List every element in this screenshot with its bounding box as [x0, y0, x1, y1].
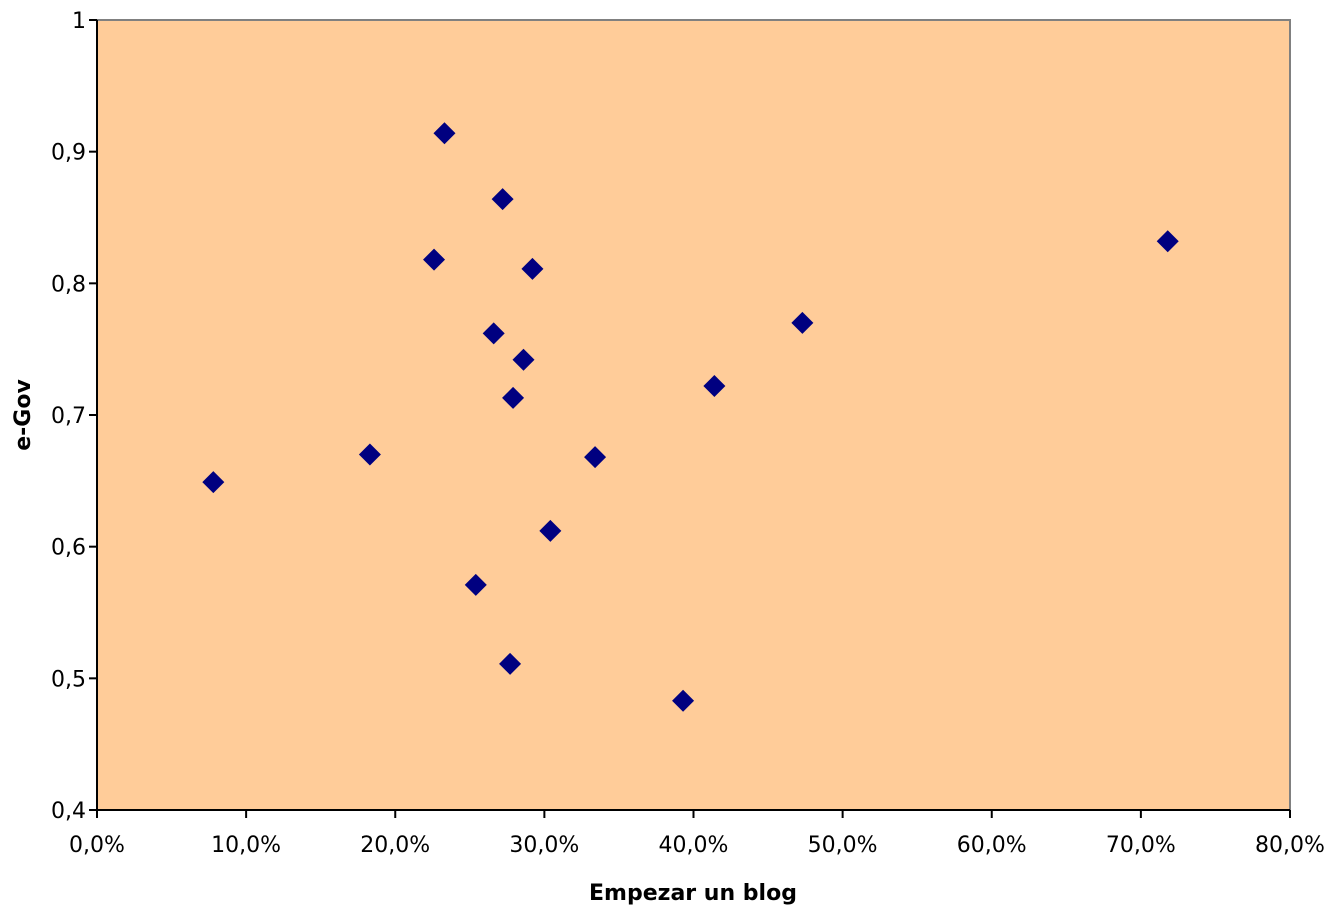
- x-tick-label: 0,0%: [69, 833, 125, 858]
- y-axis-title: e-Gov: [11, 379, 36, 451]
- plot-area: [96, 19, 1291, 811]
- data-point: [502, 386, 525, 409]
- data-point: [482, 322, 505, 345]
- x-tick-label: 70,0%: [1106, 833, 1176, 858]
- data-point: [791, 311, 814, 334]
- x-tick-label: 20,0%: [360, 833, 430, 858]
- y-tick-label: 0,4: [51, 799, 86, 824]
- data-point: [499, 652, 522, 675]
- x-axis-title: Empezar un blog: [589, 881, 797, 906]
- x-tick-label: 40,0%: [659, 833, 729, 858]
- data-point: [584, 446, 607, 469]
- x-tick-label: 50,0%: [808, 833, 878, 858]
- data-point: [433, 122, 456, 145]
- x-ticks: 0,0% 10,0% 20,0% 30,0% 40,0% 50,0% 60,0% 70,0% 8…: [69, 810, 1325, 858]
- data-point: [423, 248, 446, 271]
- data-point: [464, 573, 487, 596]
- data-point: [521, 257, 544, 280]
- x-tick-label: 60,0%: [957, 833, 1027, 858]
- data-point: [1156, 230, 1179, 253]
- y-tick-label: 0,7: [51, 404, 86, 429]
- points-layer: [202, 122, 1179, 712]
- y-tick-label: 0,9: [51, 141, 86, 166]
- y-tick-label: 0,5: [51, 667, 86, 692]
- data-point: [202, 471, 225, 494]
- x-tick-label: 80,0%: [1255, 833, 1325, 858]
- y-tick-label: 0,6: [51, 536, 86, 561]
- x-tick-label: 10,0%: [211, 833, 281, 858]
- data-point: [672, 689, 695, 712]
- y-tick-label: 0,8: [51, 272, 86, 297]
- data-point: [491, 188, 514, 211]
- y-ticks: 0,4 0,5 0,6 0,7 0,8 0,9 1: [51, 9, 97, 824]
- data-point: [358, 443, 381, 466]
- data-point: [512, 348, 535, 371]
- data-point: [703, 375, 726, 398]
- x-tick-label: 30,0%: [509, 833, 579, 858]
- data-point: [539, 519, 562, 542]
- y-tick-label: 1: [72, 9, 86, 34]
